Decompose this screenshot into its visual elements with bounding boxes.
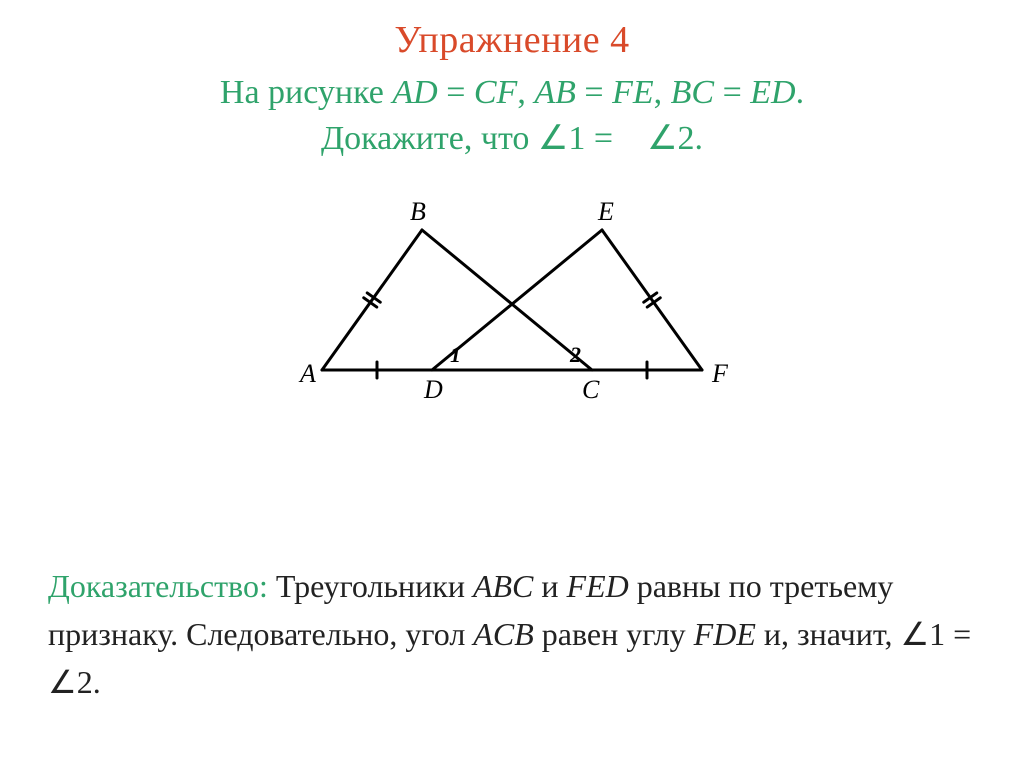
angle-1: 1 bbox=[929, 616, 945, 652]
proof-lead: Доказательство: bbox=[48, 568, 268, 604]
angle-2: 2 bbox=[678, 120, 695, 157]
slide-page: Упражнение 4 На рисунке AD = CF, AB = FE… bbox=[0, 18, 1024, 768]
angle-icon: ∠ bbox=[538, 116, 568, 162]
var-cf: CF bbox=[474, 74, 517, 111]
svg-text:2: 2 bbox=[569, 342, 581, 367]
proof-seg: равен углу bbox=[534, 616, 694, 652]
angle-icon: ∠ bbox=[48, 658, 77, 706]
var-bc: BC bbox=[671, 74, 714, 111]
proof-seg: и bbox=[533, 568, 566, 604]
var-fed: FED bbox=[567, 568, 629, 604]
svg-text:F: F bbox=[711, 359, 729, 388]
svg-text:C: C bbox=[582, 375, 600, 404]
var-ed: ED bbox=[750, 74, 795, 111]
proof-seg: и, значит, bbox=[756, 616, 901, 652]
eq-sym: = bbox=[714, 74, 750, 111]
var-ad: AD bbox=[392, 74, 437, 111]
dot: . bbox=[695, 120, 704, 157]
svg-text:A: A bbox=[298, 359, 316, 388]
comma: , bbox=[654, 74, 671, 111]
var-acb: ACB bbox=[473, 616, 533, 652]
angle-icon: ∠ bbox=[647, 116, 677, 162]
svg-text:D: D bbox=[423, 375, 443, 404]
dot: . bbox=[796, 74, 805, 111]
proof-seg: Треугольники bbox=[268, 568, 473, 604]
svg-text:B: B bbox=[410, 197, 426, 226]
text-prefix: На рисунке bbox=[220, 74, 392, 111]
var-abc: ABC bbox=[473, 568, 533, 604]
dot: . bbox=[93, 664, 101, 700]
var-ab: AB bbox=[534, 74, 576, 111]
exercise-title: Упражнение 4 bbox=[0, 18, 1024, 62]
eq-sym: = bbox=[438, 74, 474, 111]
eq-sym: = bbox=[945, 616, 971, 652]
angle-icon: ∠ bbox=[900, 610, 929, 658]
text-prove: Докажите, что bbox=[321, 120, 538, 157]
problem-statement: На рисунке AD = CF, AB = FE, BC = ED. До… bbox=[0, 70, 1024, 162]
var-fde: FDE bbox=[694, 616, 756, 652]
eq-sym: = bbox=[594, 120, 622, 157]
svg-text:E: E bbox=[597, 197, 614, 226]
svg-text:1: 1 bbox=[450, 342, 461, 367]
geometry-diagram: A D C F B E 1 2 bbox=[282, 190, 742, 410]
comma: , bbox=[517, 74, 534, 111]
problem-line1: На рисунке AD = CF, AB = FE, BC = ED. bbox=[220, 74, 804, 111]
var-fe: FE bbox=[612, 74, 654, 111]
angle-2: 2 bbox=[77, 664, 93, 700]
proof-text: Доказательство: Треугольники ABC и FED р… bbox=[48, 562, 976, 706]
diagram-container: A D C F B E 1 2 bbox=[0, 190, 1024, 410]
problem-line2: Докажите, что ∠1 = ∠2. bbox=[321, 120, 703, 157]
eq-sym: = bbox=[576, 74, 612, 111]
angle-1: 1 bbox=[568, 120, 585, 157]
